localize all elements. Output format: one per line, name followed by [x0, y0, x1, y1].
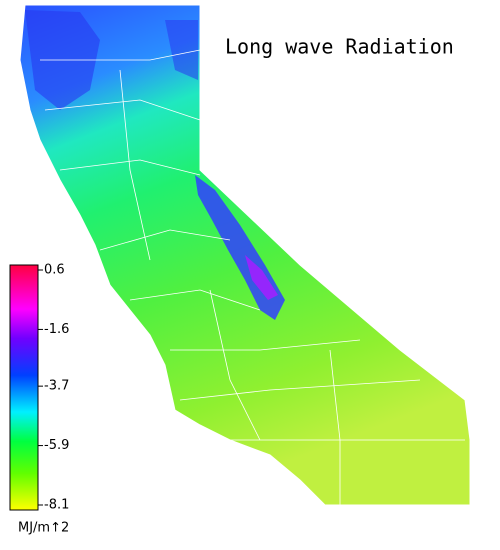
colorbar-tick-label: -5.9 — [44, 438, 69, 453]
colorbar-tick-label: -1.6 — [44, 322, 69, 337]
colorbar — [9, 264, 39, 511]
colorbar-tick-label: -3.7 — [44, 379, 69, 394]
county-lines — [40, 49, 465, 505]
colorbar-tick-label: 0.6 — [44, 263, 65, 278]
northeast-blue — [165, 20, 198, 80]
colorbar-tick-label: -8.1 — [44, 498, 69, 513]
title: Long wave Radiation — [225, 35, 454, 59]
colorbar-label: MJ/m↑2 — [18, 521, 69, 536]
california — [19, 4, 471, 506]
sierra-peak — [245, 255, 278, 300]
